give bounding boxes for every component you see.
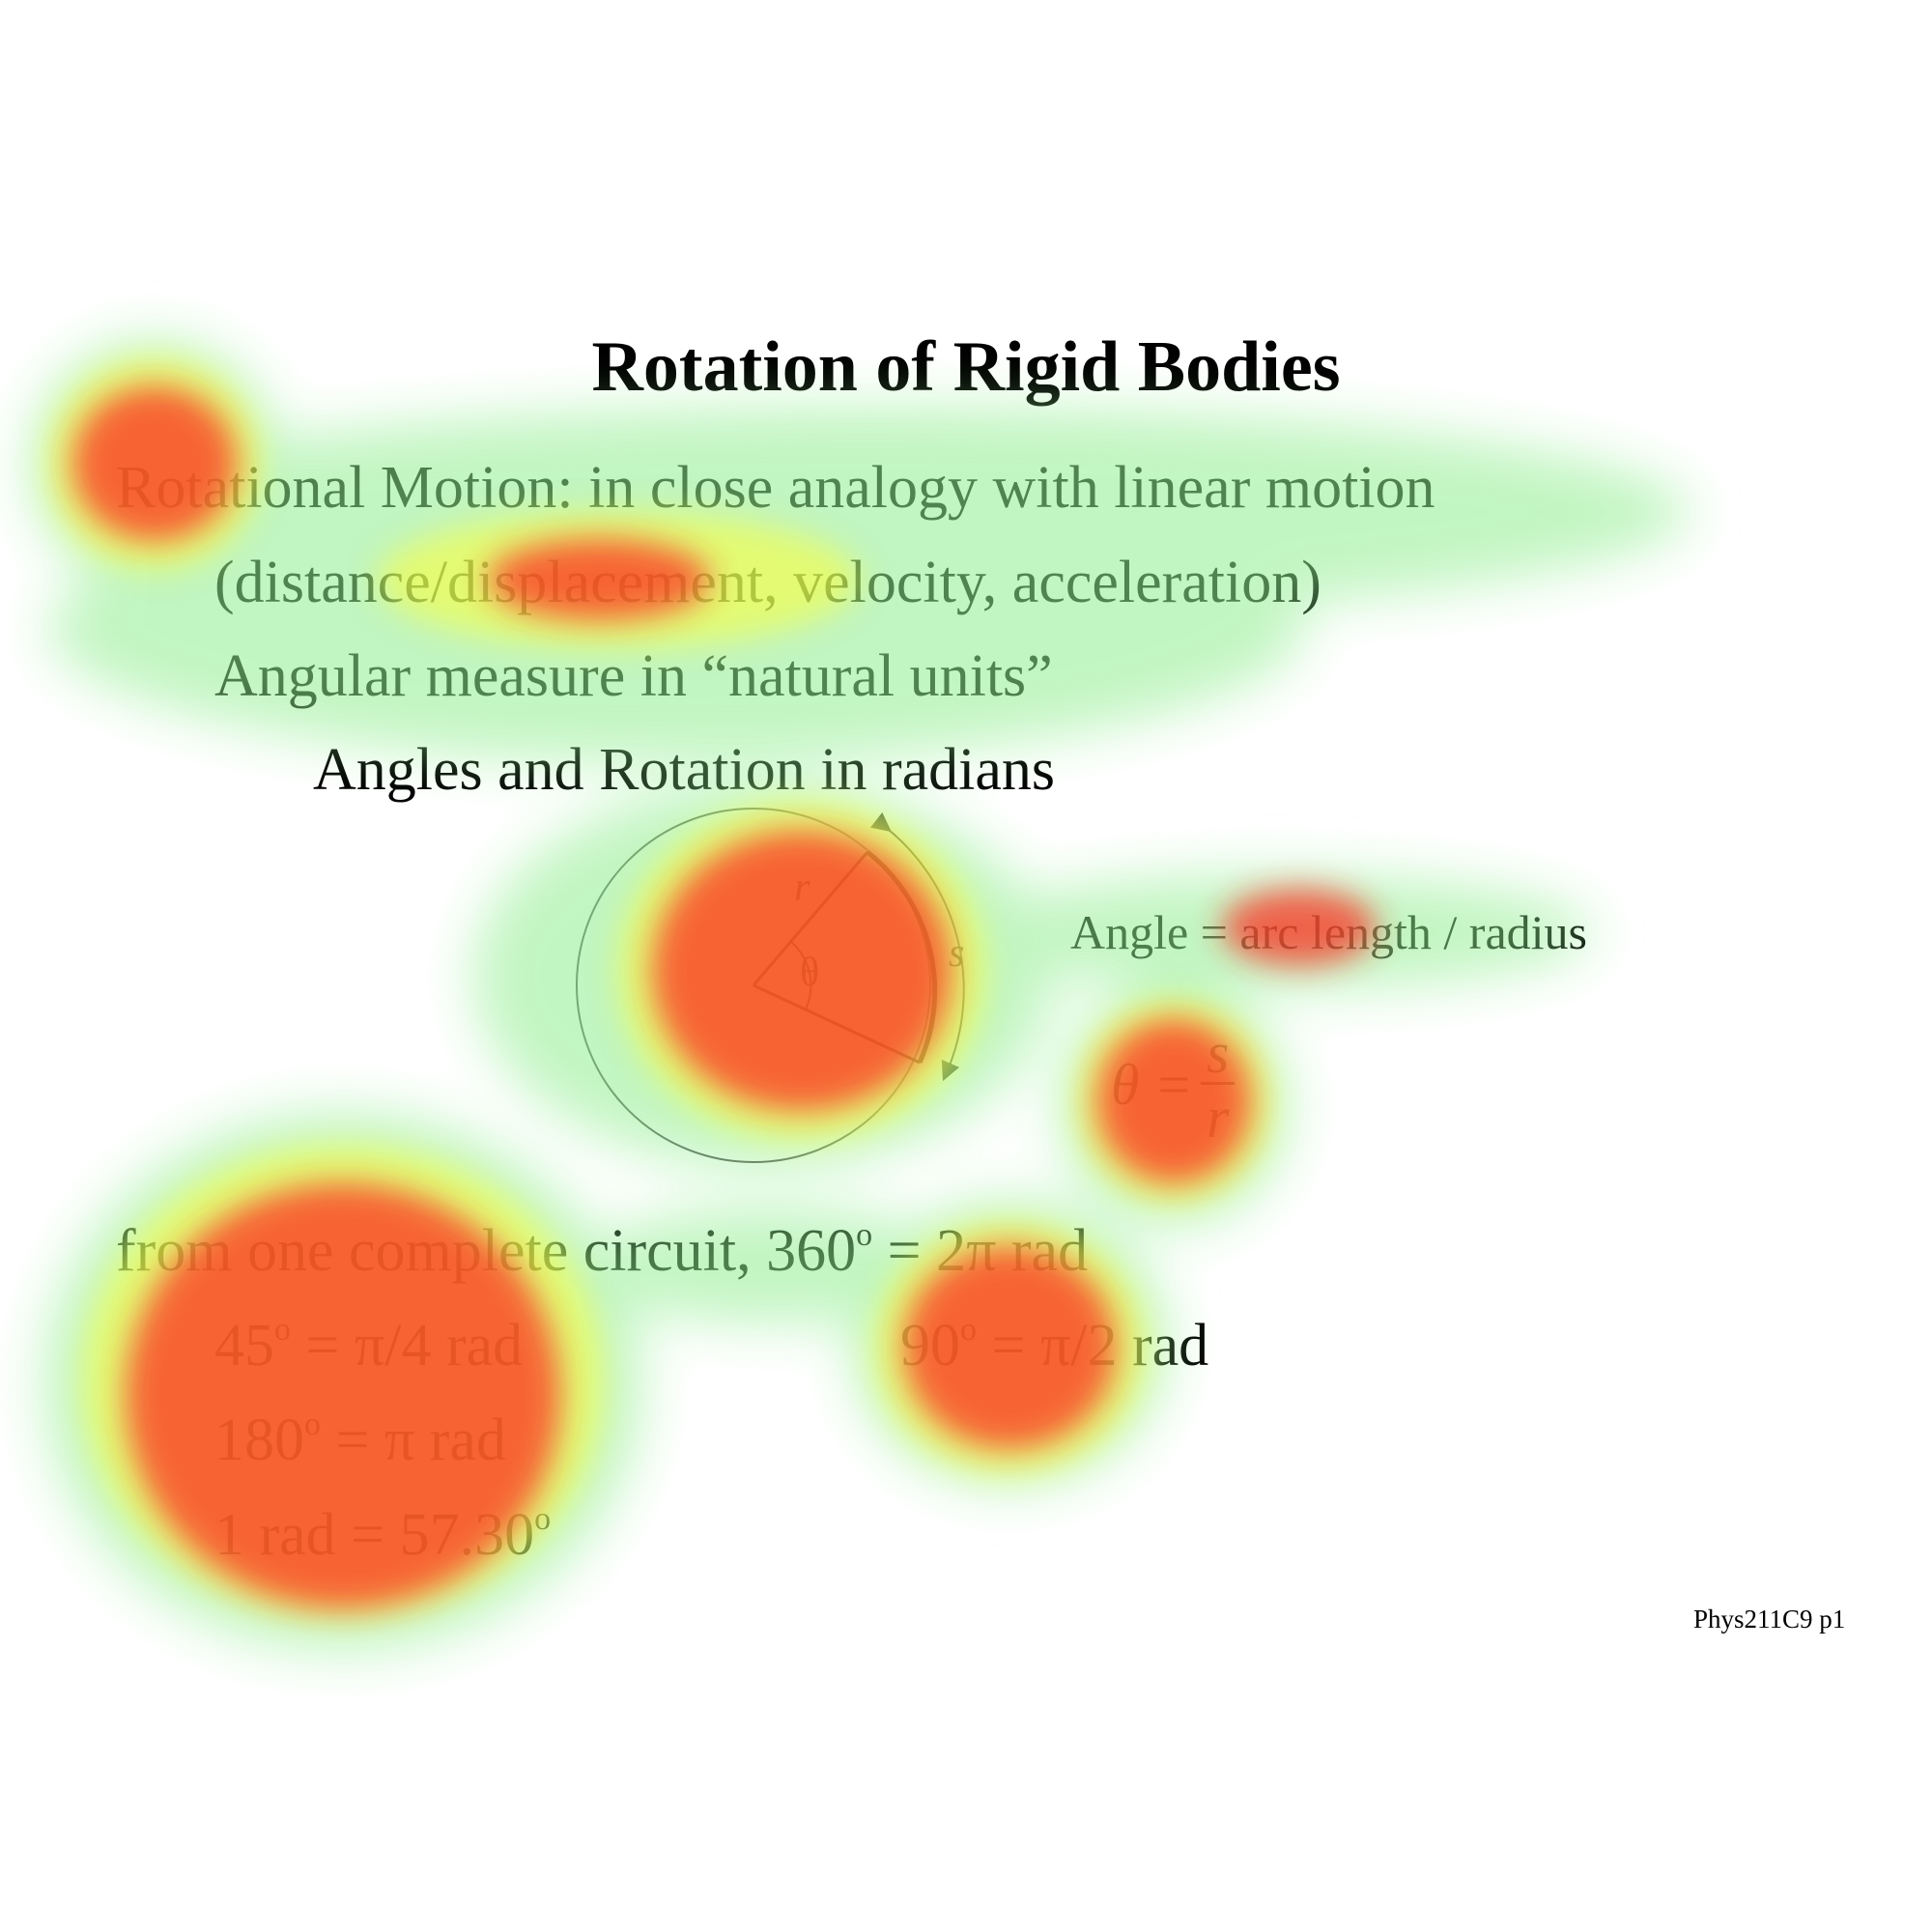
bullet-angular-measure: Angular measure in “natural units” [214, 643, 1053, 709]
formula-denominator: r [1206, 1086, 1230, 1150]
radius-label: r [794, 866, 810, 910]
conversion-1-rad: 1 rad = 57.30o [214, 1501, 552, 1568]
page-reference: Phys211C9 p1 [1693, 1605, 1846, 1634]
theta-formula: θ = s r [1111, 1024, 1236, 1150]
conversion-90: 90o = π/2 rad [900, 1312, 1209, 1378]
slide-title: Rotation of Rigid Bodies [591, 327, 1341, 407]
arc-label: s [949, 931, 964, 976]
conversion-180: 180o = π rad [214, 1406, 506, 1473]
bullet-linear-quantities: (distance/displacement, velocity, accele… [214, 550, 1321, 615]
conversion-full-circle: from one complete circuit, 360o = 2π rad [116, 1217, 1089, 1284]
formula-fraction: s r [1200, 1024, 1236, 1150]
angle-arc-diagram: r θ s [576, 808, 965, 1163]
formula-numerator: s [1200, 1024, 1236, 1085]
bullet-rotational-motion: Rotational Motion: in close analogy with… [116, 455, 1435, 521]
angle-definition-caption: Angle = arc length / radius [1070, 905, 1587, 959]
angle-label: θ [800, 951, 819, 995]
formula-lhs: θ = [1111, 1053, 1193, 1117]
radius-line-lower [753, 983, 921, 1065]
conversion-45: 45o = π/4 rad [214, 1312, 524, 1378]
